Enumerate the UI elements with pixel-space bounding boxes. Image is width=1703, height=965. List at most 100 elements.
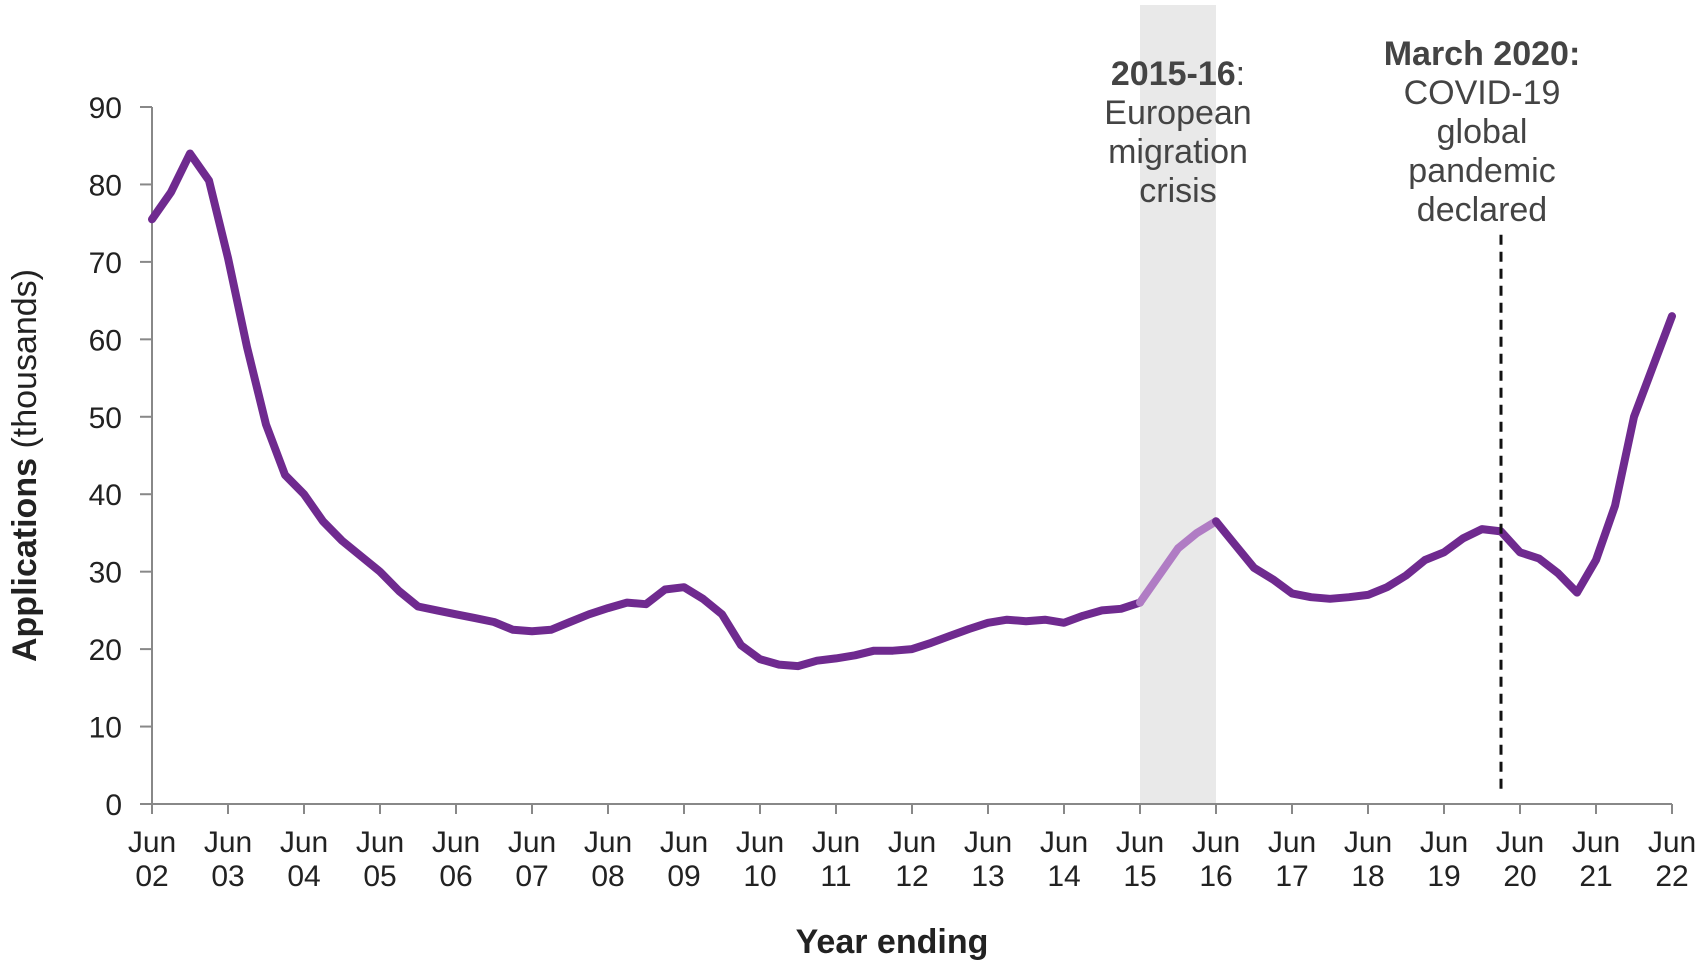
x-tick-label-month: Jun [1572,826,1620,859]
x-tick-label: Jun 14 [1040,826,1088,893]
covid-annotation-line: COVID-19 [1404,74,1561,112]
covid-annotation-line: March 2020: [1384,35,1581,73]
x-tick-label: Jun 07 [508,826,556,893]
y-tick-label: 10 [89,712,122,745]
covid-annotation: March 2020: COVID-19 global pandemic declare… [1384,35,1581,229]
x-tick-label: Jun 09 [660,826,708,893]
x-tick-label-year: 20 [1503,860,1536,893]
migration-annotation-text: : [1236,55,1245,93]
x-tick-label-year: 02 [135,860,168,893]
x-tick-label-month: Jun [508,826,556,859]
x-tick-label-year: 18 [1351,860,1384,893]
x-tick-label-year: 17 [1275,860,1308,893]
x-tick-label-year: 10 [743,860,776,893]
y-tick-label: 70 [89,247,122,280]
x-tick-label-year: 07 [515,860,548,893]
x-tick-label-year: 21 [1579,860,1612,893]
x-tick-label: Jun 08 [584,826,632,893]
x-tick-label: Jun 13 [964,826,1012,893]
y-tick-label: 50 [89,402,122,435]
x-tick-label-month: Jun [1192,826,1240,859]
migration-annotation-line: 2015-16: [1111,55,1245,93]
y-axis-title-main: Applications [6,458,44,662]
covid-annotation-text: pandemic [1408,152,1555,190]
x-tick-label: Jun 15 [1116,826,1164,893]
x-tick-label: Jun 18 [1344,826,1392,893]
x-tick-label-month: Jun [1268,826,1316,859]
migration-annotation-text: migration [1108,133,1248,171]
y-tick-label: 90 [89,92,122,125]
x-tick-label: Jun 20 [1496,826,1544,893]
x-tick-label-month: Jun [1648,826,1696,859]
x-tick-label: Jun 11 [812,826,860,893]
applications-series-line [148,149,1144,671]
x-tick-label-month: Jun [356,826,404,859]
y-axis-title-unit: (thousands) [6,269,44,458]
y-tick-label: 80 [89,169,122,202]
x-tick-label: Jun 04 [280,826,328,893]
x-tick-label-month: Jun [280,826,328,859]
x-tick-label: Jun 12 [888,826,936,893]
x-tick-label-year: 09 [667,860,700,893]
x-tick-label-year: 15 [1123,860,1156,893]
x-tick-label-year: 22 [1655,860,1688,893]
x-tick-label: Jun 17 [1268,826,1316,893]
x-tick-label-month: Jun [584,826,632,859]
migration-annotation-text: European [1104,94,1251,132]
x-tick-label-year: 19 [1427,860,1460,893]
covid-annotation-line: global [1437,113,1528,151]
y-tick-label: 60 [89,324,122,357]
covid-annotation-line: pandemic [1408,152,1555,190]
y-tick-label: 20 [89,634,122,667]
x-tick-label-month: Jun [1116,826,1164,859]
covid-annotation-text: declared [1417,191,1547,229]
applications-series-line-highlight [1136,517,1220,607]
y-tick-label: 30 [89,557,122,590]
x-tick-label-month: Jun [1496,826,1544,859]
x-tick-label: Jun 06 [432,826,480,893]
covid-annotation-bold: March 2020: [1384,35,1581,73]
x-tick-label-month: Jun [736,826,784,859]
x-tick-label-year: 16 [1199,860,1232,893]
migration-annotation-line: crisis [1139,172,1216,210]
x-tick-label-year: 06 [439,860,472,893]
x-tick-label-year: 04 [287,860,320,893]
x-tick-label-year: 05 [363,860,396,893]
x-tick-label: Jun 05 [356,826,404,893]
migration-annotation-text: crisis [1139,172,1216,210]
x-tick-label-month: Jun [1040,826,1088,859]
x-tick-label-month: Jun [1420,826,1468,859]
y-tick-label: 0 [105,789,122,822]
x-tick-label-month: Jun [204,826,252,859]
x-tick-label: Jun 02 [128,826,176,893]
x-tick-label-month: Jun [888,826,936,859]
migration-annotation: 2015-16: European migration crisis [1104,55,1251,210]
x-tick-label: Jun 03 [204,826,252,893]
x-tick-label-year: 03 [211,860,244,893]
x-tick-label-month: Jun [128,826,176,859]
x-tick-label-month: Jun [432,826,480,859]
x-tick-label-year: 12 [895,860,928,893]
migration-annotation-bold: 2015-16 [1111,55,1236,93]
x-tick-label-year: 08 [591,860,624,893]
migration-crisis-shaded-region [1140,5,1216,804]
migration-annotation-line: European [1104,94,1251,132]
x-tick-label: Jun 10 [736,826,784,893]
covid-annotation-line: declared [1417,191,1547,229]
x-tick-label-year: 13 [971,860,1004,893]
x-tick-label: Jun 19 [1420,826,1468,893]
covid-annotation-text: COVID-19 [1404,74,1561,112]
x-tick-label-year: 11 [820,860,851,893]
migration-annotation-line: migration [1108,133,1248,171]
x-tick-label-month: Jun [660,826,708,859]
y-tick-label: 40 [89,479,122,512]
x-axis-title: Year ending [796,923,989,961]
x-tick-label: Jun 22 [1648,826,1696,893]
x-tick-label-month: Jun [1344,826,1392,859]
x-tick-label-year: 14 [1047,860,1080,893]
x-tick-label-month: Jun [964,826,1012,859]
applications-series-line [1212,312,1676,603]
x-tick-label-month: Jun [812,826,860,859]
x-tick-label: Jun 21 [1572,826,1620,893]
